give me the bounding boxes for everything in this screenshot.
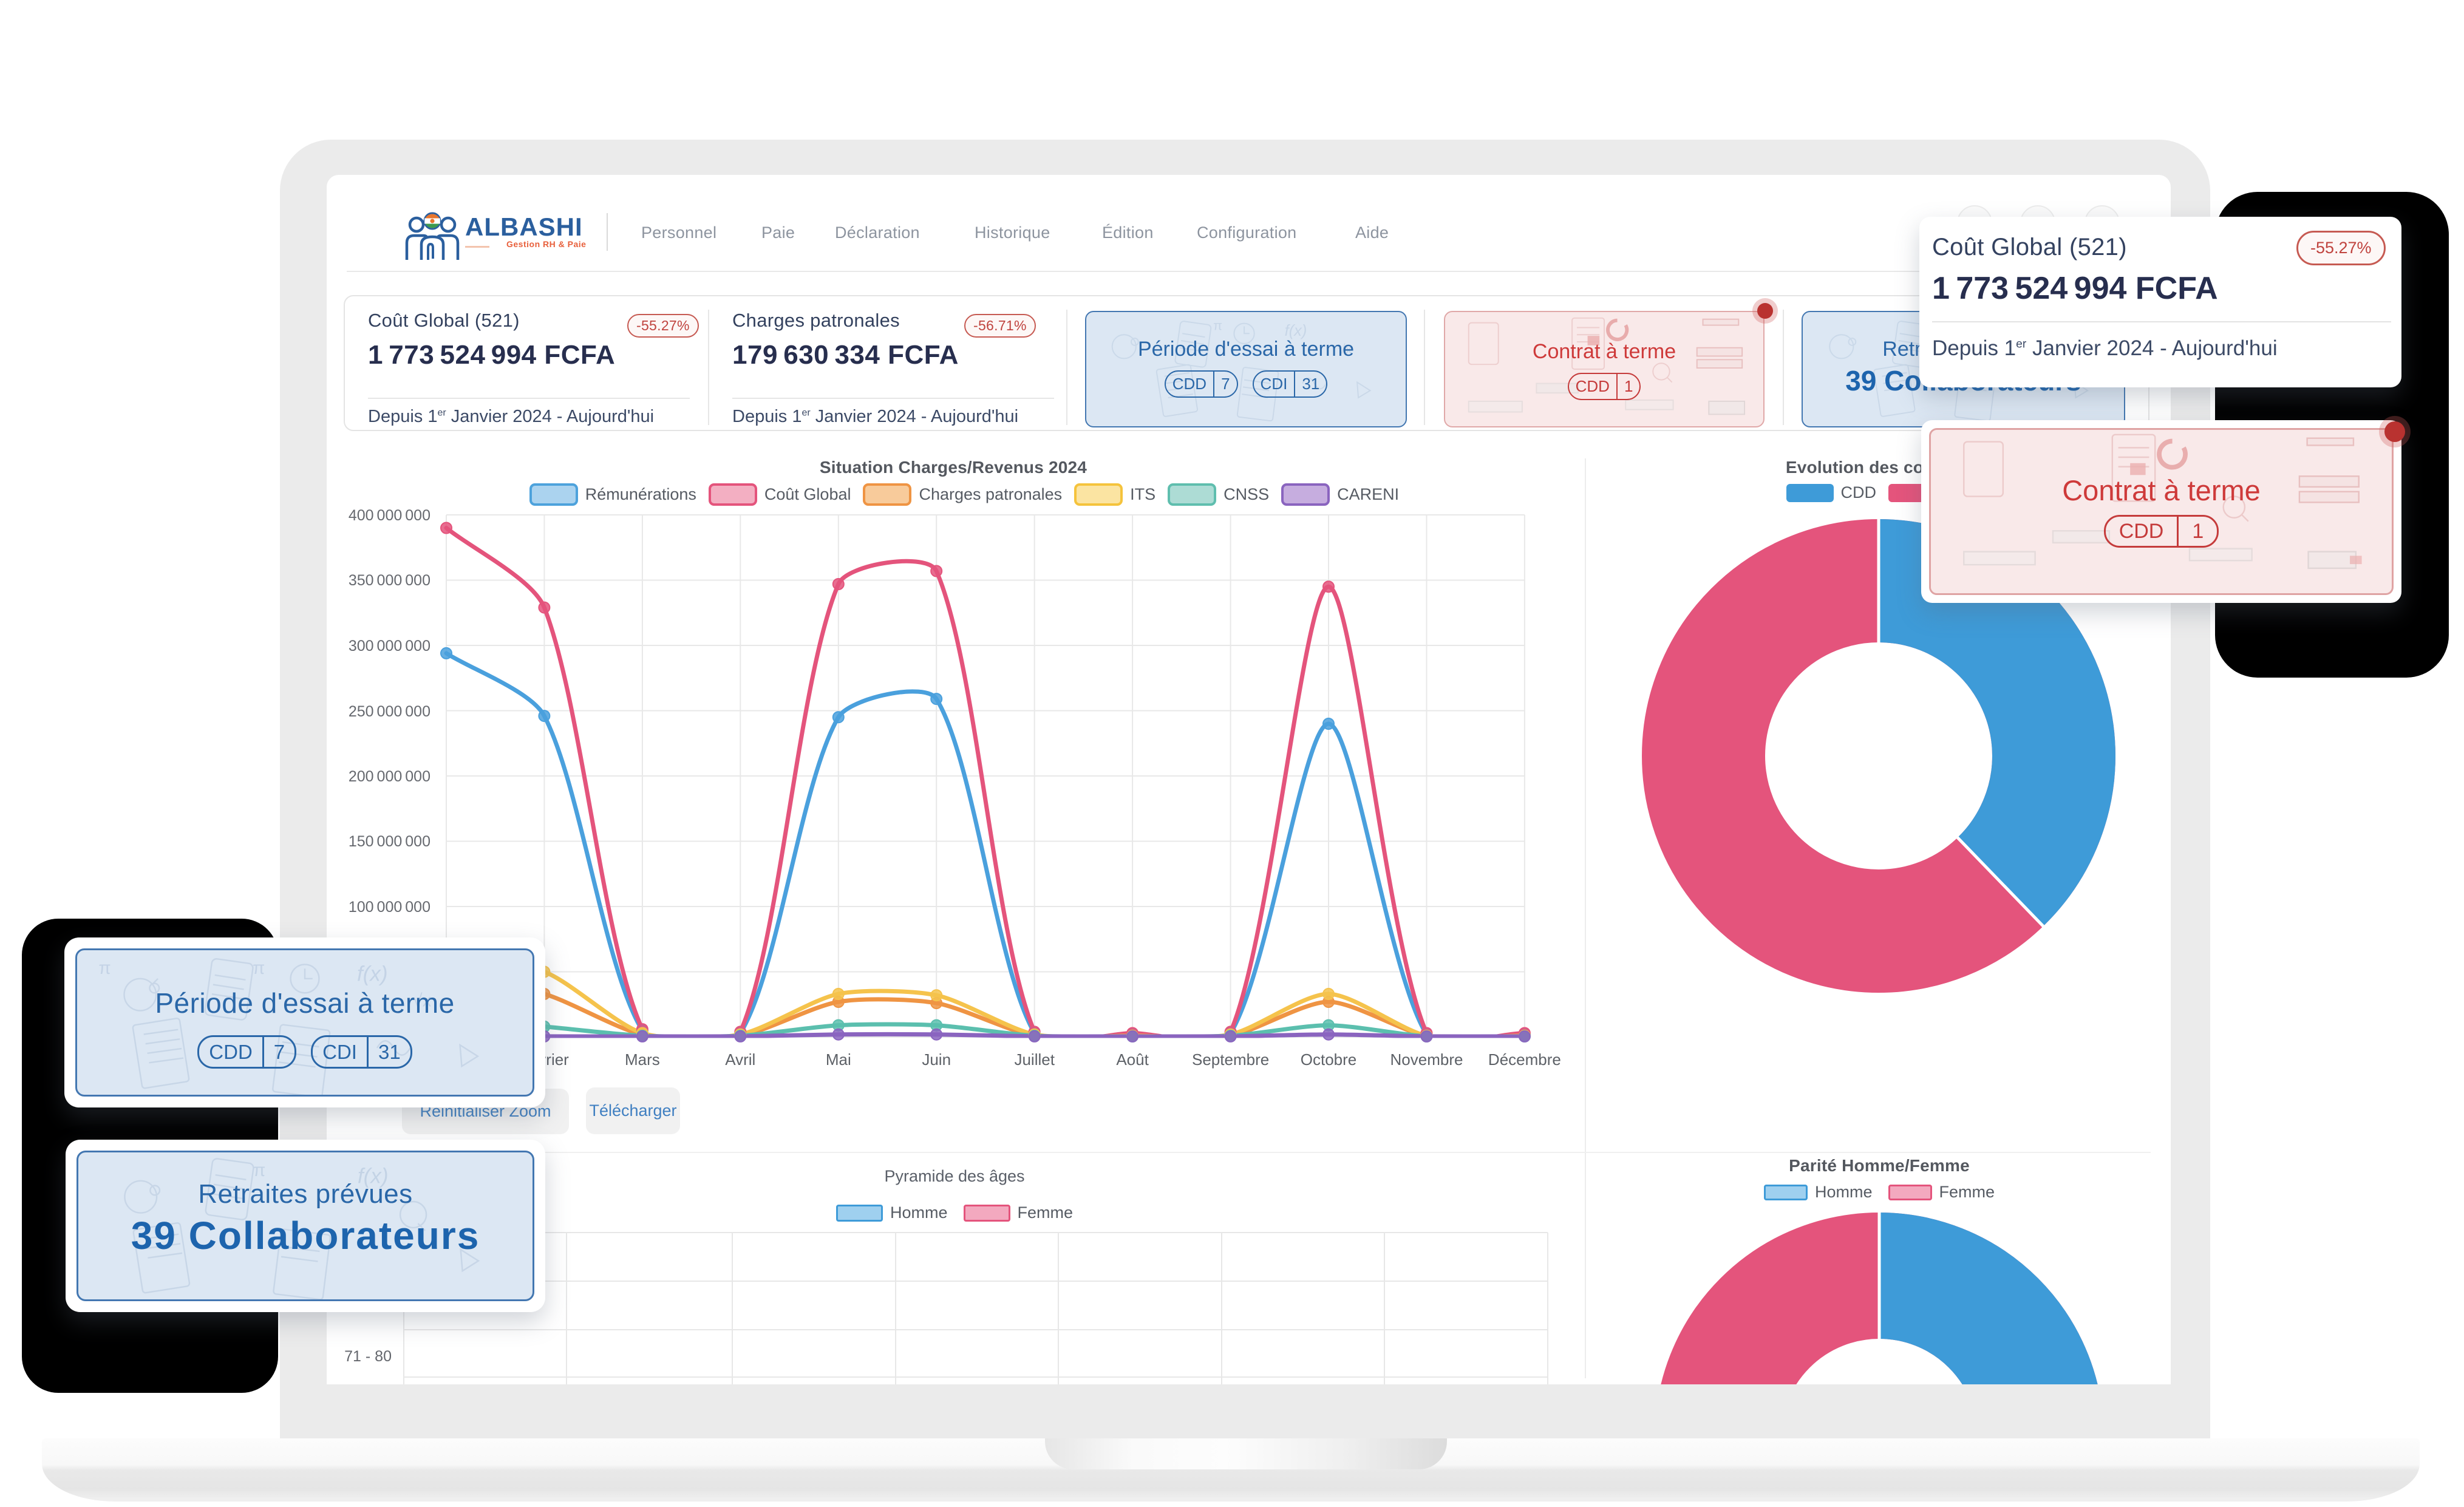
svg-text:100 000 000: 100 000 000 [349,899,431,916]
svg-text:150 000 000: 150 000 000 [349,833,431,850]
svg-text:Décembre: Décembre [1488,1050,1561,1069]
svg-text:π: π [99,959,111,978]
svg-text:Juillet: Juillet [1014,1050,1055,1069]
svg-text:Mai: Mai [826,1050,851,1069]
svg-text:300 000 000: 300 000 000 [349,638,431,655]
svg-text:Novembre: Novembre [1390,1050,1463,1069]
svg-text:f(x): f(x) [1285,322,1307,339]
svg-text:200 000 000: 200 000 000 [349,768,431,785]
svg-text:f(x): f(x) [358,1165,389,1188]
svg-text:π: π [1213,318,1222,333]
svg-text:Avril: Avril [725,1050,755,1069]
svg-text:π: π [253,959,265,978]
svg-text:250 000 000: 250 000 000 [349,703,431,720]
svg-text:f(x): f(x) [357,962,388,986]
svg-text:Mars: Mars [625,1050,660,1069]
svg-text:Juin: Juin [922,1050,951,1069]
svg-text:√x: √x [1338,342,1352,357]
svg-text:Août: Août [1116,1050,1149,1069]
svg-text:Septembre: Septembre [1192,1050,1269,1069]
svg-text:350 000 000: 350 000 000 [349,572,431,589]
svg-text:71 - 80: 71 - 80 [344,1348,392,1365]
svg-text:π: π [253,1161,265,1180]
svg-text:√x: √x [413,992,432,1011]
svg-text:400 000 000: 400 000 000 [349,507,431,524]
svg-text:Octobre: Octobre [1301,1050,1357,1069]
